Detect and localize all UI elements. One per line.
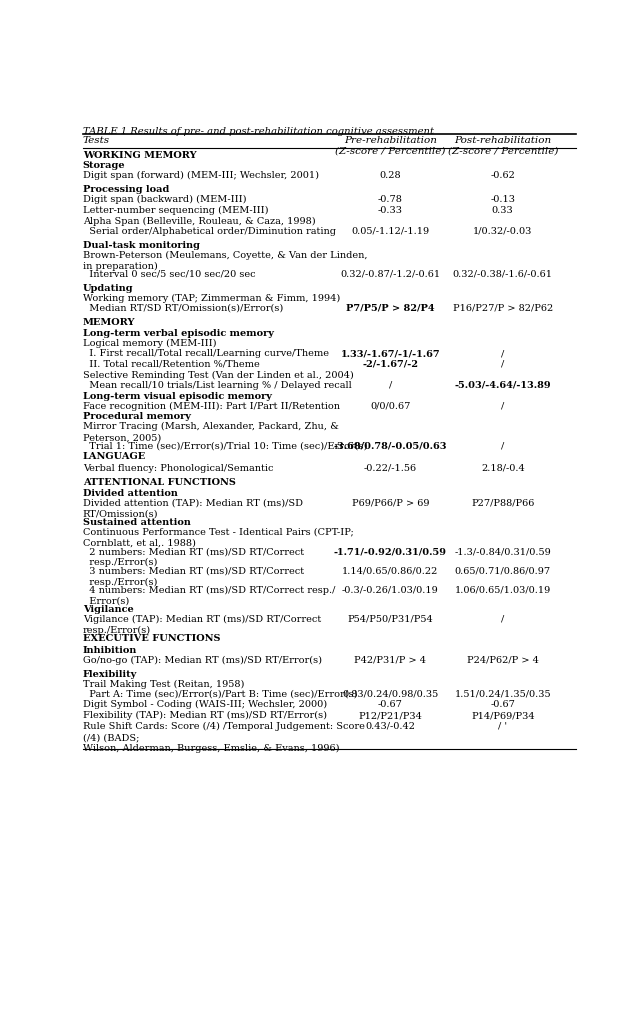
Text: -0.67: -0.67 (491, 700, 515, 710)
Text: /: / (501, 402, 504, 411)
Text: Dual-task monitoring: Dual-task monitoring (83, 241, 200, 249)
Text: Flexibility: Flexibility (83, 670, 137, 679)
Text: Storage: Storage (83, 162, 125, 170)
Text: /: / (501, 349, 504, 358)
Text: Mirror Tracing (Marsh, Alexander, Packard, Zhu, &
Peterson, 2005): Mirror Tracing (Marsh, Alexander, Packar… (83, 422, 339, 443)
Text: Letter-number sequencing (MEM-III): Letter-number sequencing (MEM-III) (83, 206, 268, 215)
Text: P12/P21/P34: P12/P21/P34 (358, 711, 422, 720)
Text: -0.13: -0.13 (490, 196, 515, 204)
Text: Tests: Tests (83, 136, 110, 145)
Text: Trail Making Test (Reitan, 1958): Trail Making Test (Reitan, 1958) (83, 680, 244, 689)
Text: Median RT/SD RT/Omission(s)/Error(s): Median RT/SD RT/Omission(s)/Error(s) (83, 304, 283, 313)
Text: /: / (501, 442, 504, 450)
Text: 4 numbers: Median RT (ms)/SD RT/Correct resp./
  Error(s): 4 numbers: Median RT (ms)/SD RT/Correct … (83, 586, 335, 606)
Text: 0.32/-0.87/-1.2/-0.61: 0.32/-0.87/-1.2/-0.61 (340, 270, 440, 279)
Text: Rule Shift Cards: Score (/4) /Temporal Judgement: Score
(/4) (BADS;
Wilson, Alde: Rule Shift Cards: Score (/4) /Temporal J… (83, 722, 365, 753)
Text: Digit span (forward) (MEM-III; Wechsler, 2001): Digit span (forward) (MEM-III; Wechsler,… (83, 171, 319, 180)
Text: 3 numbers: Median RT (ms)/SD RT/Correct
  resp./Error(s): 3 numbers: Median RT (ms)/SD RT/Correct … (83, 566, 304, 587)
Text: Digit Symbol - Coding (WAIS-III; Wechsler, 2000): Digit Symbol - Coding (WAIS-III; Wechsle… (83, 700, 327, 710)
Text: EXECUTIVE FUNCTIONS: EXECUTIVE FUNCTIONS (83, 634, 220, 643)
Text: 0.33: 0.33 (492, 206, 514, 215)
Text: Vigilance: Vigilance (83, 605, 134, 614)
Text: Go/no-go (TAP): Median RT (ms)/SD RT/Error(s): Go/no-go (TAP): Median RT (ms)/SD RT/Err… (83, 656, 322, 664)
Text: -0.3/-0.26/1.03/0.19: -0.3/-0.26/1.03/0.19 (342, 586, 439, 594)
Text: 0.65/0.71/0.86/0.97: 0.65/0.71/0.86/0.97 (455, 566, 551, 576)
Text: MEMORY: MEMORY (83, 317, 135, 327)
Text: Procedural memory: Procedural memory (83, 412, 190, 421)
Text: -1.71/-0.92/0.31/0.59: -1.71/-0.92/0.31/0.59 (334, 547, 447, 556)
Text: /: / (501, 360, 504, 369)
Text: Divided attention (TAP): Median RT (ms)/SD
RT/Omission(s): Divided attention (TAP): Median RT (ms)/… (83, 499, 303, 519)
Text: 1.33/-1.67/-1/-1.67: 1.33/-1.67/-1/-1.67 (341, 349, 440, 358)
Text: Sustained attention: Sustained attention (83, 518, 190, 526)
Text: Vigilance (TAP): Median RT (ms)/SD RT/Correct
resp./Error(s): Vigilance (TAP): Median RT (ms)/SD RT/Co… (83, 615, 321, 636)
Text: WORKING MEMORY: WORKING MEMORY (83, 150, 196, 160)
Text: -2/-1.67/-2: -2/-1.67/-2 (363, 360, 419, 369)
Text: -5.03/-4.64/-13.89: -5.03/-4.64/-13.89 (455, 381, 551, 389)
Text: Post-rehabilitation
(Z-score / Percentile): Post-rehabilitation (Z-score / Percentil… (448, 136, 558, 156)
Text: Logical memory (MEM-III): Logical memory (MEM-III) (83, 339, 216, 348)
Text: Long-term visual episodic memory: Long-term visual episodic memory (83, 391, 271, 401)
Text: Updating: Updating (83, 283, 133, 293)
Text: -0.22/-1.56: -0.22/-1.56 (364, 464, 417, 473)
Text: -1.3/-0.84/0.31/0.59: -1.3/-0.84/0.31/0.59 (455, 547, 551, 556)
Text: 1.06/0.65/1.03/0.19: 1.06/0.65/1.03/0.19 (455, 586, 551, 594)
Text: 1.14/0.65/0.86/0.22: 1.14/0.65/0.86/0.22 (342, 566, 439, 576)
Text: / ': / ' (498, 722, 507, 731)
Text: 2.18/-0.4: 2.18/-0.4 (481, 464, 525, 473)
Text: 1/0.32/-0.03: 1/0.32/-0.03 (473, 227, 532, 236)
Text: 0.05/-1.12/-1.19: 0.05/-1.12/-1.19 (351, 227, 430, 236)
Text: 1.51/0.24/1.35/0.35: 1.51/0.24/1.35/0.35 (455, 689, 551, 698)
Text: P24/P62/P > 4: P24/P62/P > 4 (467, 656, 539, 664)
Text: P16/P27/P > 82/P62: P16/P27/P > 82/P62 (453, 304, 553, 313)
Text: Long-term verbal episodic memory: Long-term verbal episodic memory (83, 330, 273, 338)
Text: TABLE 1 Results of pre- and post-rehabilitation cognitive assessment: TABLE 1 Results of pre- and post-rehabil… (83, 127, 433, 136)
Text: Divided attention: Divided attention (83, 488, 177, 497)
Text: P14/P69/P34: P14/P69/P34 (471, 711, 534, 720)
Text: Interval 0 sec/5 sec/10 sec/20 sec: Interval 0 sec/5 sec/10 sec/20 sec (83, 270, 255, 279)
Text: Brown-Peterson (Meulemans, Coyette, & Van der Linden,
in preparation): Brown-Peterson (Meulemans, Coyette, & Va… (83, 250, 367, 271)
Text: I. First recall/Total recall/Learning curve/Theme: I. First recall/Total recall/Learning cu… (83, 349, 329, 358)
Text: Part A: Time (sec)/Error(s)/Part B: Time (sec)/Error(s): Part A: Time (sec)/Error(s)/Part B: Time… (83, 689, 358, 698)
Text: -0.62: -0.62 (491, 171, 515, 180)
Text: II. Total recall/Retention %/Theme: II. Total recall/Retention %/Theme (83, 360, 259, 369)
Text: Selective Reminding Test (Van der Linden et al., 2004): Selective Reminding Test (Van der Linden… (83, 371, 354, 380)
Text: Working memory (TAP; Zimmerman & Fimm, 1994): Working memory (TAP; Zimmerman & Fimm, 1… (83, 294, 340, 303)
Text: -0.67: -0.67 (378, 700, 403, 710)
Text: Processing load: Processing load (83, 185, 169, 195)
Text: P42/P31/P > 4: P42/P31/P > 4 (354, 656, 426, 664)
Text: P7/P5/P > 82/P4: P7/P5/P > 82/P4 (346, 304, 435, 313)
Text: 0.83/0.24/0.98/0.35: 0.83/0.24/0.98/0.35 (342, 689, 439, 698)
Text: 0/0/0.67: 0/0/0.67 (370, 402, 411, 411)
Text: Verbal fluency: Phonological/Semantic: Verbal fluency: Phonological/Semantic (83, 464, 273, 473)
Text: -0.33: -0.33 (378, 206, 403, 215)
Text: 2 numbers: Median RT (ms)/SD RT/Correct
  resp./Error(s): 2 numbers: Median RT (ms)/SD RT/Correct … (83, 547, 304, 568)
Text: 0.43/-0.42: 0.43/-0.42 (365, 722, 415, 731)
Text: P27/P88/P66: P27/P88/P66 (471, 499, 534, 508)
Text: Serial order/Alphabetical order/Diminution rating: Serial order/Alphabetical order/Diminuti… (83, 227, 336, 236)
Text: /: / (501, 615, 504, 624)
Text: P69/P66/P > 69: P69/P66/P > 69 (352, 499, 429, 508)
Text: Continuous Performance Test - Identical Pairs (CPT-IP;
Cornblatt, et al,. 1988): Continuous Performance Test - Identical … (83, 527, 354, 548)
Text: -3.68/0.78/-0.05/0.63: -3.68/0.78/-0.05/0.63 (334, 442, 447, 450)
Text: Mean recall/10 trials/List learning % / Delayed recall: Mean recall/10 trials/List learning % / … (83, 381, 352, 389)
Text: ATTENTIONAL FUNCTIONS: ATTENTIONAL FUNCTIONS (83, 478, 235, 487)
Text: Inhibition: Inhibition (83, 646, 137, 655)
Text: Face recognition (MEM-III): Part I/Part II/Retention: Face recognition (MEM-III): Part I/Part … (83, 402, 340, 411)
Text: 0.28: 0.28 (379, 171, 401, 180)
Text: Flexibility (TAP): Median RT (ms)/SD RT/Error(s): Flexibility (TAP): Median RT (ms)/SD RT/… (83, 711, 327, 720)
Text: LANGUAGE: LANGUAGE (83, 452, 146, 461)
Text: Digit span (backward) (MEM-III): Digit span (backward) (MEM-III) (83, 196, 246, 204)
Text: /: / (389, 381, 392, 389)
Text: 0.32/-0.38/-1.6/-0.61: 0.32/-0.38/-1.6/-0.61 (453, 270, 553, 279)
Text: Pre-rehabilitation
(Z-score / Percentile): Pre-rehabilitation (Z-score / Percentile… (335, 136, 446, 156)
Text: Alpha Span (Belleville, Rouleau, & Caza, 1998): Alpha Span (Belleville, Rouleau, & Caza,… (83, 216, 315, 226)
Text: P54/P50/P31/P54: P54/P50/P31/P54 (347, 615, 433, 624)
Text: Trial 1: Time (sec)/Error(s)/Trial 10: Time (sec)/Error(s): Trial 1: Time (sec)/Error(s)/Trial 10: T… (83, 442, 367, 450)
Text: -0.78: -0.78 (378, 196, 403, 204)
